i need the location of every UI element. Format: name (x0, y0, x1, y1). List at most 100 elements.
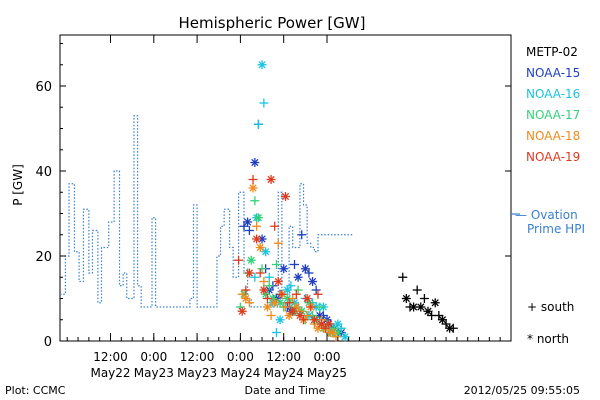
legend-ovation-line2: Prime HPI (527, 222, 585, 236)
marker-stroke (263, 303, 272, 311)
marker-stroke (431, 299, 439, 307)
data-point (293, 285, 303, 295)
marker-stroke (258, 61, 266, 69)
data-point (299, 315, 309, 325)
marker-stroke (260, 286, 268, 294)
data-point (253, 119, 263, 129)
data-point (304, 268, 314, 278)
data-point (309, 315, 319, 325)
x-tick-date-label: May24 (264, 366, 304, 380)
data-point (281, 192, 290, 201)
data-point (297, 230, 307, 240)
marker-stroke (276, 299, 284, 307)
data-point (306, 302, 316, 312)
data-point (257, 60, 267, 70)
marker-stroke (438, 316, 447, 324)
marker-stroke (341, 333, 349, 341)
marker-stroke (424, 307, 432, 315)
marker-stroke (254, 214, 263, 222)
marker-stroke (242, 294, 250, 303)
data-point (409, 302, 419, 312)
data-point (257, 264, 267, 274)
data-point (412, 285, 422, 295)
legend-marker-south: + south (527, 300, 574, 314)
data-point (448, 323, 458, 333)
data-point (271, 260, 281, 269)
marker-stroke (276, 316, 284, 324)
marker-stroke (308, 277, 317, 286)
data-point (293, 272, 303, 282)
data-point (244, 226, 254, 235)
marker-stroke (274, 277, 282, 286)
ovation-series (60, 115, 353, 308)
x-tick-label: 0:00 (227, 350, 254, 364)
ovation-prime-hpi-line (60, 115, 353, 308)
marker-stroke (303, 294, 311, 303)
data-point (401, 294, 411, 303)
marker-stroke (244, 218, 252, 226)
data-point (302, 294, 312, 303)
legend-entry: METP-02 (526, 45, 578, 59)
data-point (270, 221, 280, 231)
marker-stroke (305, 299, 313, 307)
data-point (241, 285, 251, 295)
data-point (273, 238, 283, 248)
marker-stroke (417, 303, 425, 311)
marker-stroke (301, 265, 309, 273)
legend: METP-02 NOAA-15 NOAA-16 NOAA-17 NOAA-18 NOAA-… (511, 45, 585, 346)
data-point (271, 328, 281, 337)
data-point (430, 298, 440, 308)
satellite-points (234, 60, 458, 342)
data-point (288, 306, 298, 316)
x-tick-label: 12:00 (266, 350, 301, 364)
y-tick-label: 0 (44, 335, 52, 350)
y-tick-label: 20 (35, 250, 52, 265)
data-point (277, 289, 287, 299)
data-point (291, 289, 301, 299)
data-point (324, 319, 334, 329)
data-point (244, 298, 254, 308)
marker-stroke (267, 175, 275, 184)
marker-stroke (317, 320, 326, 328)
marker-stroke (262, 290, 270, 298)
data-point (261, 247, 271, 257)
x-tick-date-label: May22 (90, 366, 130, 380)
marker-stroke (296, 311, 304, 320)
data-point (315, 302, 325, 312)
y-tick-label: 60 (35, 80, 52, 95)
legend-entry: NOAA-16 (526, 87, 580, 101)
data-point (416, 302, 426, 312)
legend-entry: NOAA-15 (526, 66, 580, 80)
data-point (290, 260, 300, 269)
data-point (270, 298, 280, 308)
marker-stroke (325, 320, 333, 328)
legend-entry: NOAA-18 (526, 129, 580, 143)
marker-stroke (402, 294, 410, 303)
legend-ovation: — Ovation (515, 208, 578, 222)
data-point (244, 268, 254, 278)
data-point (255, 268, 265, 278)
marker-stroke (409, 303, 418, 311)
chart-title: Hemispheric Power [GW] (179, 14, 366, 32)
data-point (313, 289, 323, 299)
data-point (266, 311, 276, 320)
marker-stroke (249, 184, 257, 192)
plot-area (59, 34, 512, 342)
marker-stroke (310, 316, 318, 324)
data-point (273, 277, 283, 286)
footer-plot-credit: Plot: CCMC (5, 384, 66, 397)
x-tick-label: 0:00 (140, 350, 167, 364)
legend-entry: NOAA-19 (526, 150, 580, 164)
x-tick-date-label: May24 (220, 366, 260, 380)
legend-marker-north: * north (527, 332, 569, 346)
marker-stroke (251, 158, 259, 167)
marker-stroke (238, 307, 246, 315)
data-point (248, 183, 258, 193)
data-point (237, 306, 247, 316)
marker-stroke (280, 265, 288, 273)
data-point (331, 332, 341, 342)
marker-stroke (245, 269, 254, 277)
data-point (259, 98, 269, 108)
data-point (275, 315, 285, 325)
